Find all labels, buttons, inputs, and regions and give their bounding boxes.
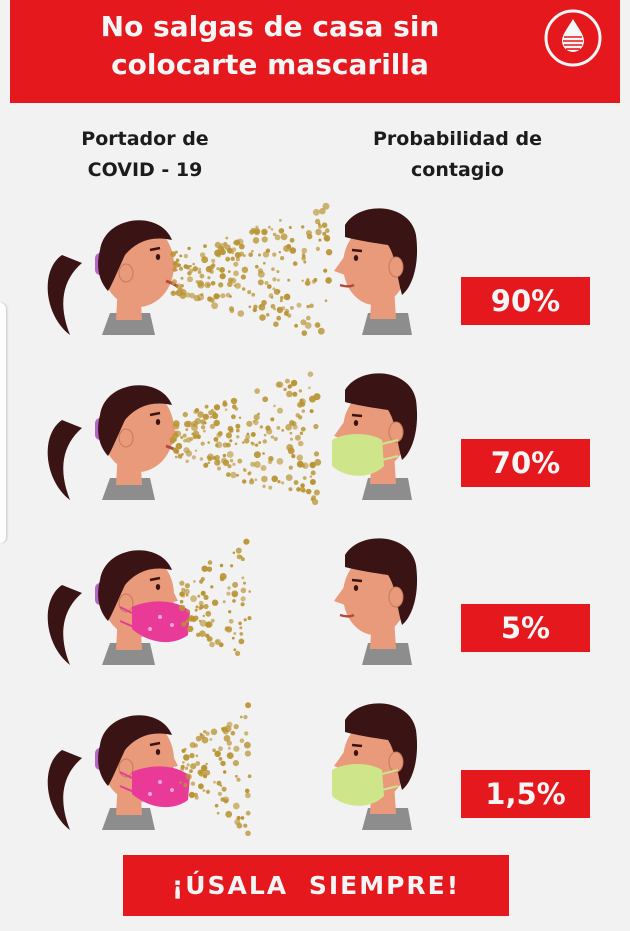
- blood-drop-logo-icon: [544, 9, 602, 67]
- droplet-cloud: [178, 538, 252, 656]
- receiver-boy: [334, 538, 418, 665]
- receiver-boy: [332, 373, 418, 500]
- header-banner: No salgas de casa sin colocarte mascaril…: [10, 0, 620, 103]
- scenario-illustration: [47, 202, 418, 336]
- carrier-girl: [47, 385, 180, 500]
- receiver-boy: [334, 208, 418, 335]
- scenario-illustration: [47, 702, 418, 837]
- droplet-cloud: [179, 702, 252, 837]
- side-scroll-handle: [0, 303, 6, 543]
- transmission-scenario-row: [0, 690, 630, 840]
- droplet-cloud: [170, 202, 333, 336]
- transmission-scenario-row: [0, 360, 630, 510]
- use-always-banner: ¡ÚSALA SIEMPRE!: [123, 855, 509, 916]
- transmission-scenario-row: [0, 525, 630, 675]
- probability-column-heading: Probabilidad de contagio: [372, 128, 543, 181]
- carrier-column-heading: Portador de COVID - 19: [81, 128, 209, 181]
- scenario-illustration: [47, 538, 418, 665]
- carrier-girl: [47, 550, 190, 665]
- receiver-boy: [332, 703, 418, 830]
- probability-badge: 5%: [461, 604, 590, 652]
- carrier-girl: [47, 220, 180, 335]
- transmission-scenario-row: [0, 195, 630, 345]
- probability-badge: 90%: [461, 277, 590, 325]
- droplet-cloud: [169, 371, 322, 506]
- probability-badge: 1,5%: [461, 770, 590, 818]
- probability-badge: 70%: [461, 439, 590, 487]
- scenario-illustration: [47, 371, 418, 506]
- header-title: No salgas de casa sin colocarte mascaril…: [100, 10, 440, 81]
- carrier-girl: [47, 715, 190, 830]
